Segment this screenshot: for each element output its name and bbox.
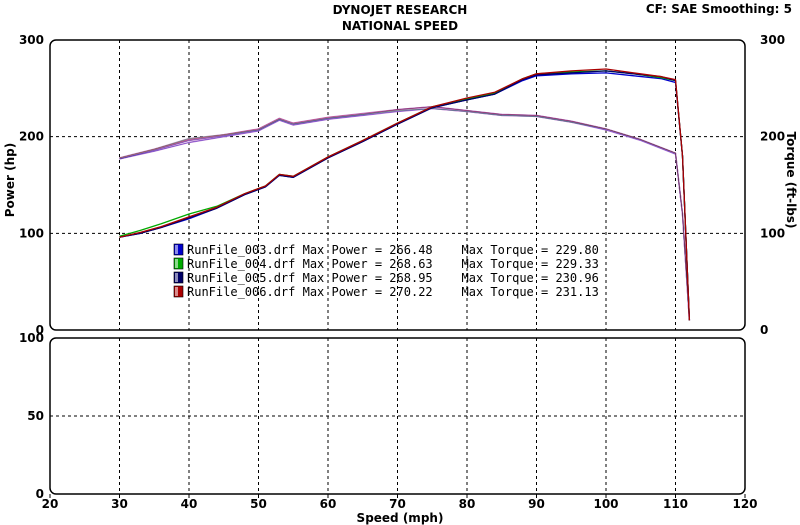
legend-swatch-shine-run6 — [175, 287, 178, 296]
torque-line-core-run4 — [119, 108, 690, 321]
settings-label: CF: SAE Smoothing: 5 — [646, 2, 792, 16]
x-tick-50: 50 — [250, 497, 267, 511]
legend: RunFile_003.drf Max Power = 266.48 Max T… — [173, 243, 599, 299]
lower-grid — [50, 338, 745, 494]
legend-swatch-shine-run4 — [175, 259, 178, 268]
torque-line-core-run6 — [119, 106, 690, 321]
legend-swatch-run4 — [173, 257, 184, 270]
legend-swatch-run6 — [173, 285, 184, 298]
y-left-tick-100: 100 — [19, 226, 44, 240]
legend-text-run5: RunFile_005.drf Max Power = 268.95 Max T… — [187, 271, 599, 285]
y-right-tick-0: 0 — [760, 323, 768, 337]
x-tick-60: 60 — [320, 497, 337, 511]
torque-line-run6 — [119, 106, 691, 321]
x-tick-80: 80 — [459, 497, 476, 511]
x-axis-title: Speed (mph) — [357, 511, 444, 525]
x-tick-30: 30 — [111, 497, 128, 511]
power-line-run5 — [119, 70, 691, 321]
y-left-tick-200: 200 — [19, 130, 44, 144]
legend-text-run3: RunFile_003.drf Max Power = 266.48 Max T… — [187, 243, 599, 257]
torque-line-core-run5 — [119, 106, 690, 321]
x-tick-100: 100 — [593, 497, 618, 511]
lower-y-tick-100: 100 — [19, 331, 44, 345]
upper-series — [119, 68, 691, 321]
y-right-tick-100: 100 — [760, 226, 785, 240]
x-tick-120: 120 — [732, 497, 757, 511]
y-left-tick-300: 300 — [19, 33, 44, 47]
torque-line-core-run3 — [119, 108, 690, 321]
legend-swatch-shine-run5 — [175, 273, 178, 282]
chart-title-line2: NATIONAL SPEED — [342, 19, 458, 33]
y-right-tick-200: 200 — [760, 130, 785, 144]
y-left-tick-0: 0 — [36, 323, 44, 337]
legend-swatch-run3 — [173, 243, 184, 256]
lower-y-tick-50: 50 — [27, 409, 44, 423]
tick-labels: 20 30 40 50 60 70 80 90 100 110 120010020030001002… — [19, 33, 785, 511]
legend-swatch-run5 — [173, 271, 184, 284]
x-tick-20: 20 — [42, 497, 59, 511]
lower-y-tick-0: 0 — [36, 487, 44, 501]
y-axis-title-left: Power (hp) — [3, 143, 17, 217]
legend-text-run6: RunFile_006.drf Max Power = 270.22 Max T… — [187, 285, 599, 299]
legend-swatch-shine-run3 — [175, 245, 178, 254]
legend-text-run4: RunFile_004.drf Max Power = 268.63 Max T… — [187, 257, 599, 271]
x-tick-70: 70 — [389, 497, 406, 511]
power-line-run6 — [119, 68, 691, 321]
chart-title-line1: DYNOJET RESEARCH — [333, 3, 468, 17]
x-tick-40: 40 — [181, 497, 198, 511]
y-axis-title-right: Torque (ft-lbs) — [784, 132, 798, 229]
y-right-tick-300: 300 — [760, 33, 785, 47]
x-tick-110: 110 — [663, 497, 688, 511]
x-tick-90: 90 — [528, 497, 545, 511]
